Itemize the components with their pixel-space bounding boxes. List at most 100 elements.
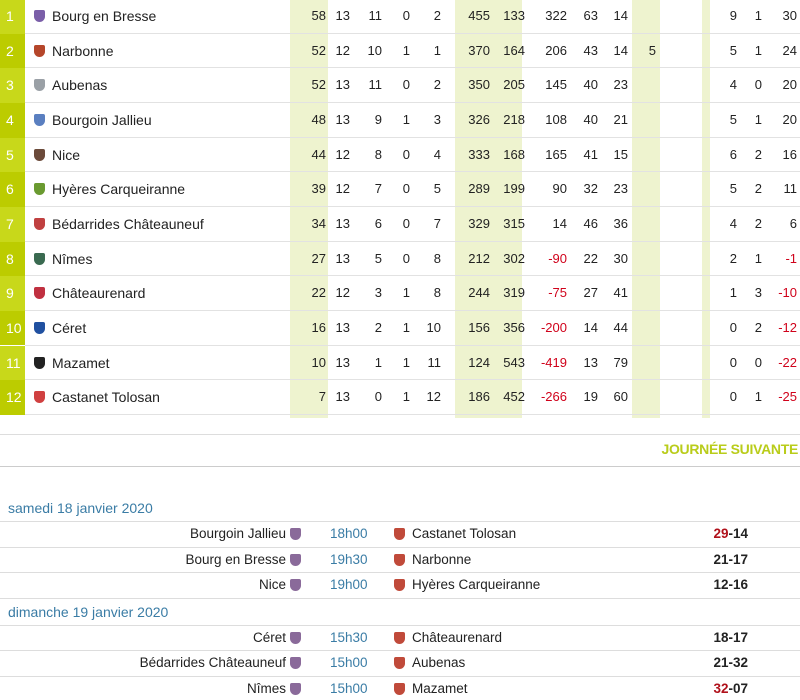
- stat: -75: [548, 285, 567, 301]
- stat: 43: [583, 42, 598, 58]
- stat: -12: [778, 319, 797, 335]
- home-team: Céret: [252, 629, 286, 645]
- stat: 14: [583, 319, 598, 335]
- stat: 2: [754, 319, 762, 335]
- rank-cell: [0, 68, 25, 103]
- stat: 0: [729, 354, 737, 370]
- stat: 1: [754, 8, 762, 23]
- stat: 1: [754, 250, 762, 266]
- team-logo: [290, 553, 301, 566]
- stat: 2: [754, 181, 762, 197]
- stat: 1: [374, 354, 382, 370]
- stat: -419: [540, 354, 567, 370]
- stat: 145: [545, 77, 567, 93]
- team-logo: [34, 183, 45, 196]
- stat: 1: [402, 42, 410, 58]
- stat: 218: [503, 111, 525, 127]
- stat: 1: [754, 389, 762, 405]
- stat: 40: [583, 77, 598, 93]
- stat: 9: [729, 8, 737, 23]
- rank: 9: [6, 285, 14, 302]
- day-date: dimanche 19 janvier 2020: [8, 603, 169, 620]
- stat: 206: [545, 42, 567, 58]
- rank-cell: [0, 345, 25, 381]
- row-line: [0, 675, 800, 677]
- stat: 5: [729, 111, 737, 127]
- stat: 41: [583, 146, 598, 162]
- stat: 36: [613, 215, 628, 231]
- stat: -1: [785, 250, 797, 266]
- away-team: Hyères Carqueiranne: [412, 577, 541, 592]
- stat: 133: [503, 8, 525, 23]
- stat: 329: [468, 215, 490, 231]
- stat: 90: [552, 181, 567, 197]
- home-team: Bédarrides Châteauneuf: [139, 655, 286, 670]
- stat: 16: [782, 146, 797, 162]
- stat: 23: [613, 77, 628, 93]
- stat: 319: [503, 285, 525, 301]
- stat: 52: [311, 77, 326, 93]
- stat: 3: [433, 111, 441, 127]
- team-logo: [394, 682, 405, 695]
- rank-cell: [0, 241, 25, 277]
- section-title: JOURNÉE SUIVANTE: [661, 441, 798, 457]
- stat: 58: [311, 8, 326, 23]
- team-logo: [34, 113, 45, 126]
- stat: 452: [503, 389, 525, 405]
- stat: -90: [548, 250, 567, 266]
- stat: 350: [468, 77, 490, 93]
- column-band: [455, 0, 522, 418]
- stat: 11: [427, 354, 442, 370]
- stat: 5: [433, 181, 441, 197]
- stat: 10: [426, 319, 441, 335]
- stat: 455: [468, 8, 490, 23]
- stat: 0: [402, 181, 410, 197]
- rank: 6: [6, 181, 14, 198]
- team-name: Mazamet: [52, 354, 110, 371]
- row-line: [0, 521, 800, 522]
- stat: 15: [613, 146, 628, 162]
- stat: 12: [335, 285, 350, 301]
- stat: 22: [311, 285, 326, 301]
- row-line: [25, 171, 800, 173]
- team-name: Châteaurenard: [52, 285, 146, 302]
- stat: 2: [433, 77, 441, 93]
- stat: 30: [782, 8, 797, 23]
- team-logo: [290, 579, 301, 591]
- stat: 1: [433, 42, 441, 58]
- divider: [0, 466, 800, 467]
- row-line: [0, 572, 800, 573]
- stat: 21: [613, 111, 628, 127]
- stat: 7: [433, 215, 441, 231]
- row-line: [0, 650, 800, 651]
- stat: 11: [368, 8, 383, 23]
- stat: 0: [402, 77, 410, 93]
- stat: 356: [503, 319, 525, 335]
- stat: 370: [468, 42, 490, 58]
- stat: 0: [402, 8, 410, 23]
- away-team: Narbonne: [412, 551, 472, 567]
- team-name: Céret: [52, 319, 87, 336]
- stat: 14: [613, 8, 628, 23]
- stat: 79: [613, 354, 628, 370]
- team-logo: [34, 79, 45, 92]
- stat: 326: [468, 111, 490, 127]
- team-logo: [34, 252, 45, 265]
- stat: 5: [374, 250, 382, 266]
- stat: 16: [311, 319, 326, 335]
- team-name: Narbonne: [52, 42, 114, 59]
- row-line: [0, 624, 800, 626]
- team-logo: [34, 321, 45, 334]
- stat: 30: [613, 250, 628, 266]
- stat: 1: [402, 111, 410, 127]
- stat: 5: [729, 42, 737, 58]
- stat: 46: [583, 215, 598, 231]
- row-line: [25, 379, 800, 381]
- stat: -25: [778, 389, 797, 405]
- stat: 333: [468, 146, 490, 162]
- stat: 302: [503, 250, 525, 266]
- stat: 0: [729, 319, 737, 335]
- team-logo: [290, 631, 301, 644]
- rank-cell: [0, 380, 25, 415]
